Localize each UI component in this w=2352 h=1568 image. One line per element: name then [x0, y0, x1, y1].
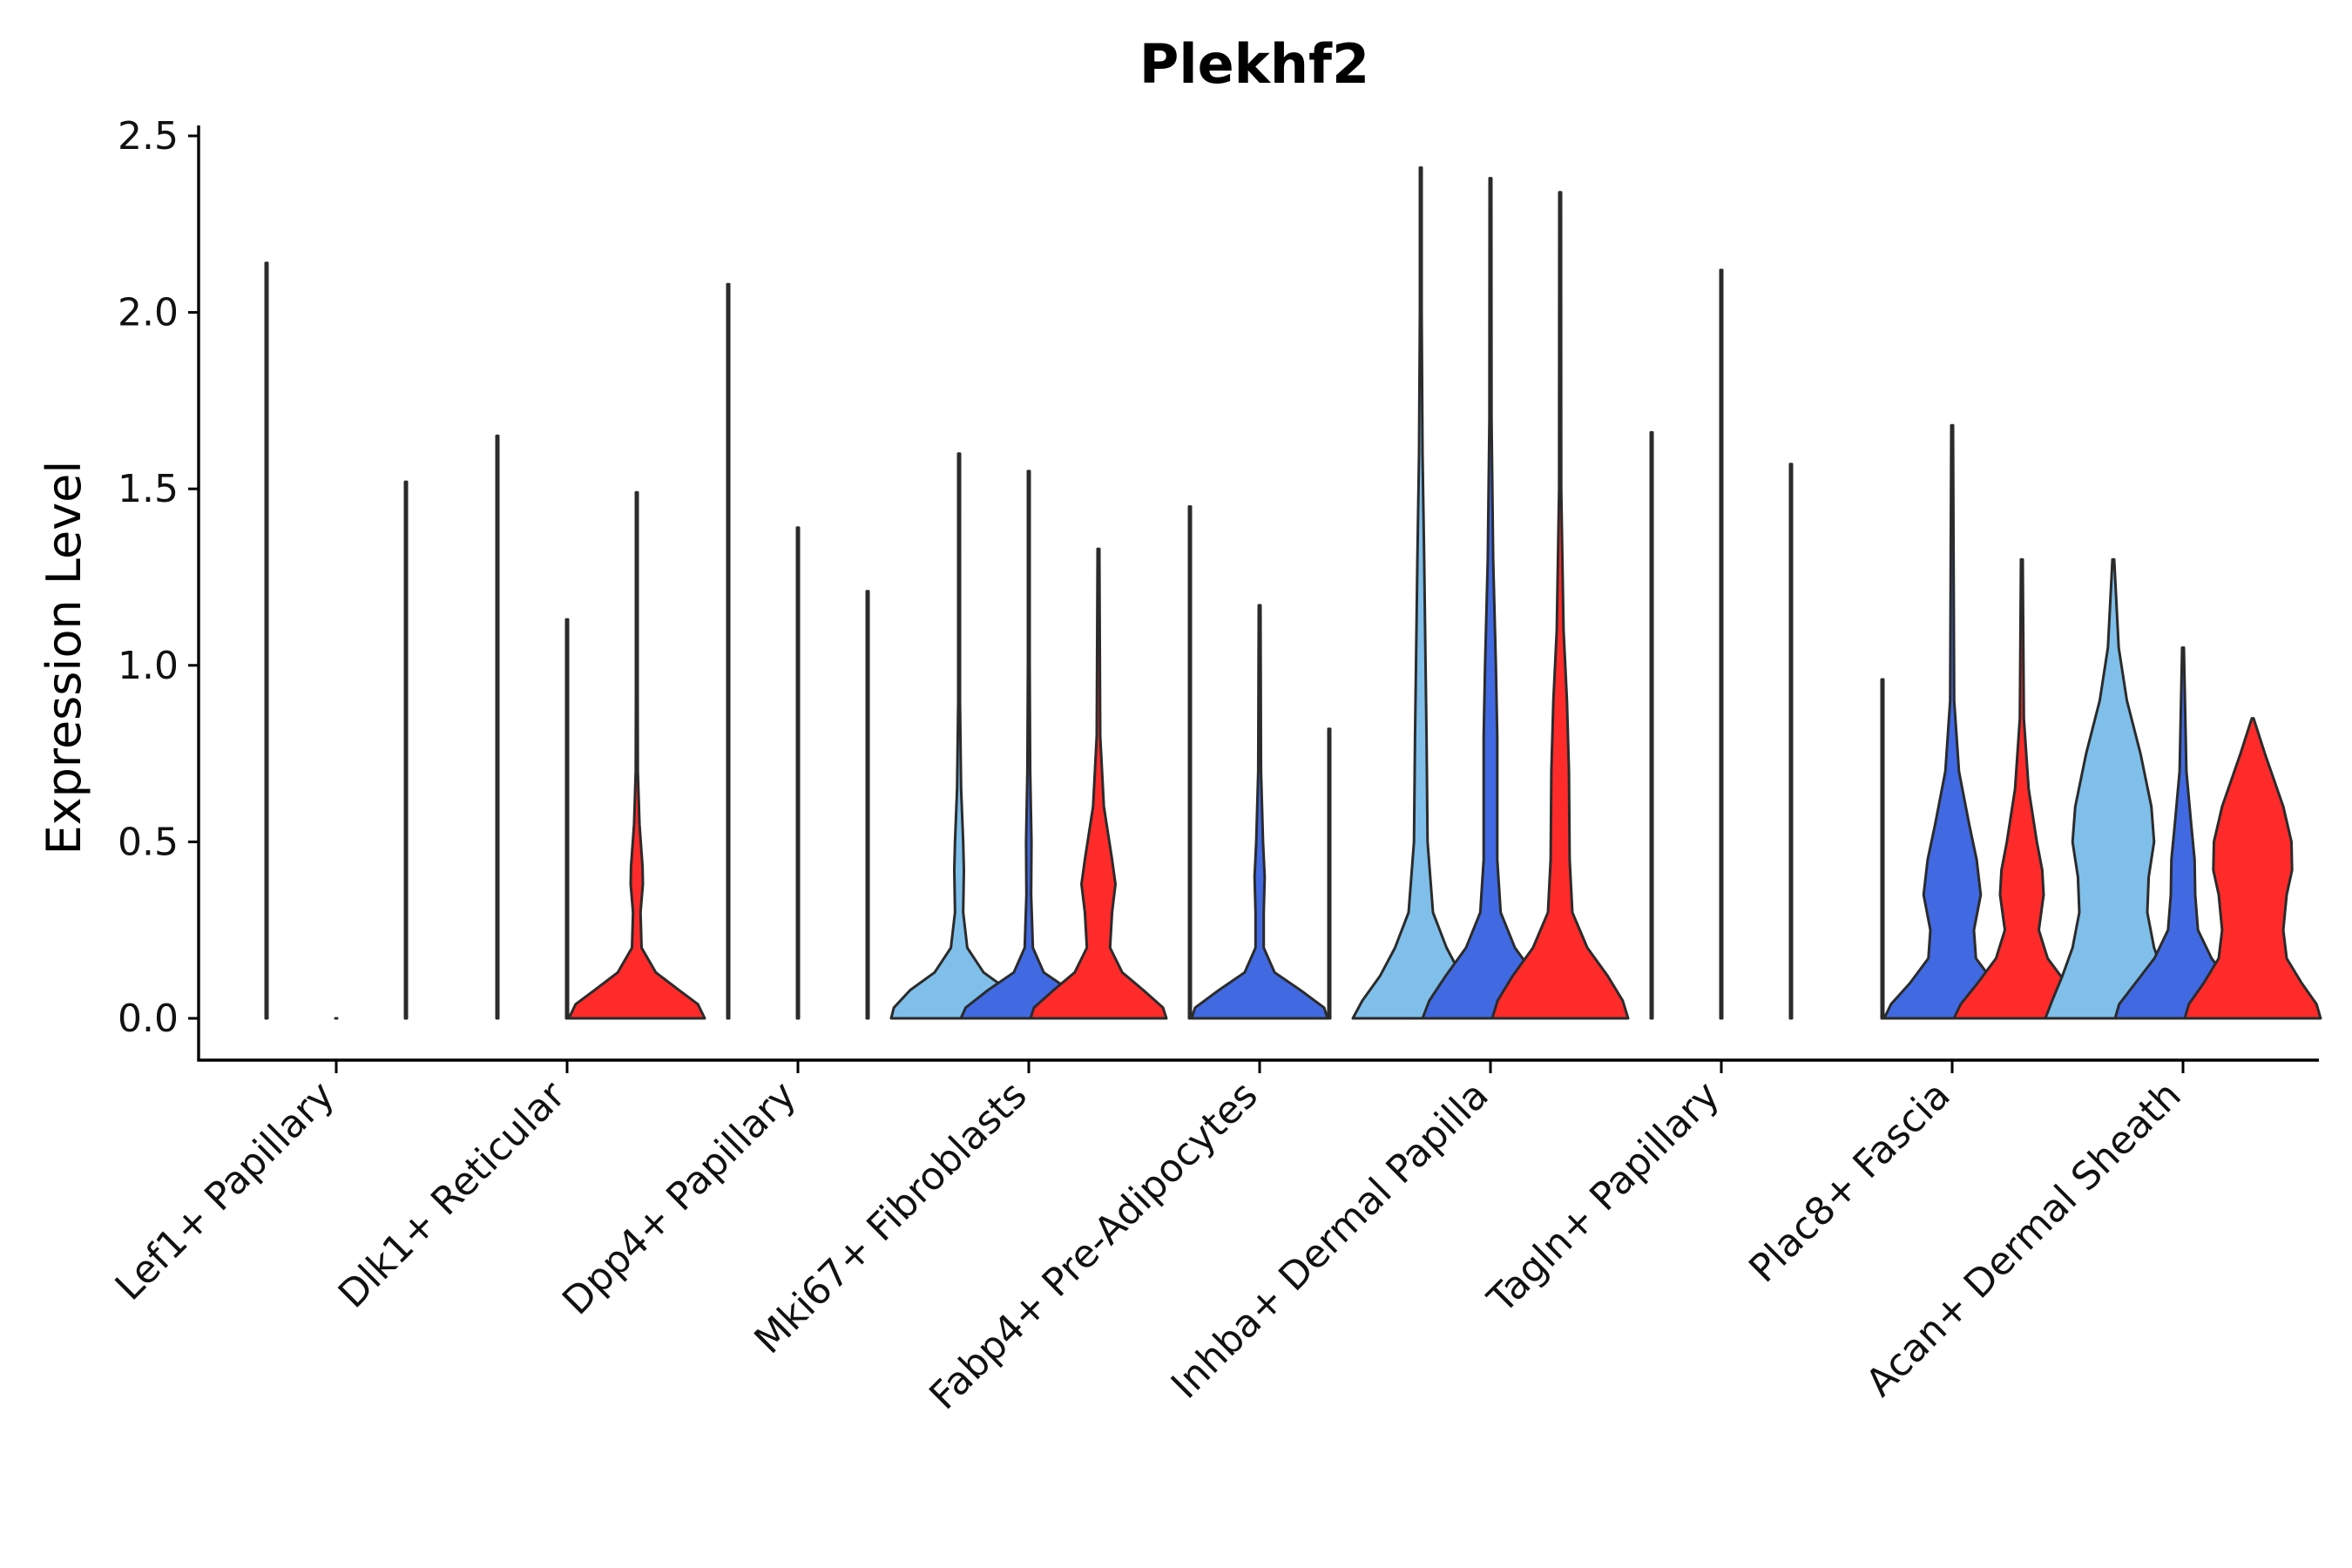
y-tick-label: 1.0: [118, 644, 179, 688]
violin-group1: [1351, 166, 1490, 1020]
y-tick-label: 2.5: [118, 114, 179, 159]
violin-group3: [2183, 717, 2322, 1020]
violin-group2: [1882, 423, 2022, 1020]
violin-group3: [567, 490, 706, 1020]
x-tick-label: Plac8+ Fascia: [1740, 1073, 1959, 1292]
violin-group1: [264, 261, 269, 1020]
violin-group2: [1421, 177, 1560, 1020]
violin-group3: [1952, 558, 2092, 1020]
violin-group1: [1880, 678, 1885, 1020]
violin-group1: [1649, 430, 1654, 1020]
violin-group3: [1029, 547, 1168, 1020]
violin-group3: [1788, 463, 1794, 1020]
violin-group2: [959, 470, 1098, 1020]
violin-layer: [264, 166, 2322, 1020]
violin-group1: [495, 434, 500, 1020]
violin-group2: [564, 618, 570, 1020]
violin-group3: [403, 480, 409, 1020]
violin-group1: [889, 452, 1029, 1020]
violin-group1: [1187, 505, 1193, 1020]
y-tick-label: 1.5: [118, 467, 179, 511]
violin-group1: [726, 282, 731, 1020]
violin-group2: [795, 526, 801, 1020]
chart-title: Plekhf2: [1139, 32, 1369, 96]
violin-group2: [1719, 268, 1724, 1020]
y-axis-label: Expression Level: [37, 461, 91, 855]
x-tick-label: Lef1+ Papillary: [107, 1073, 343, 1309]
violin-group3: [1490, 191, 1630, 1020]
x-tick-label: Dlk1+ Reticular: [330, 1072, 575, 1317]
violin-group2: [1190, 604, 1329, 1020]
violin-group1: [2044, 558, 2183, 1020]
y-tick-label: 0.5: [118, 820, 179, 864]
x-tick-label: Tagln+ Papillary: [1479, 1073, 1728, 1322]
axes: [197, 125, 2319, 1062]
x-tick-label: Dpp4+ Papillary: [554, 1073, 805, 1324]
y-tick-label: 2.0: [118, 291, 179, 335]
violin-group3: [1327, 727, 1332, 1020]
violin-group3: [865, 590, 870, 1020]
y-ticks: 0.0 0.5 1.0 1.5 2.0 2.5: [118, 114, 199, 1041]
y-tick-label: 0.0: [118, 997, 179, 1041]
